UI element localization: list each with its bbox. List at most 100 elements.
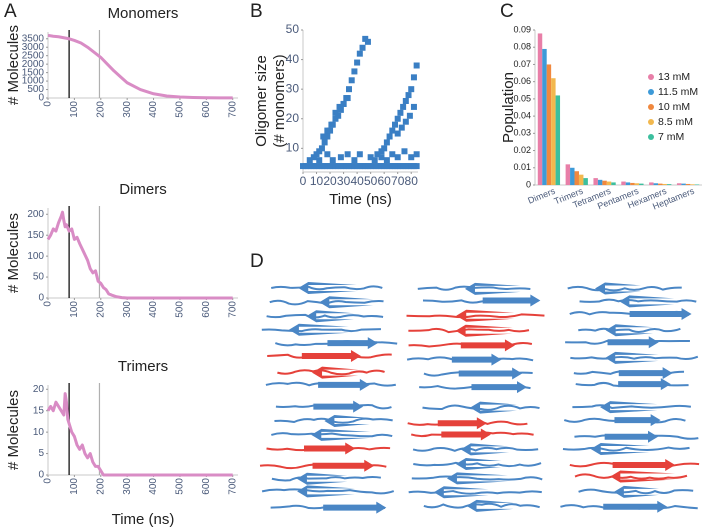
y-tick-label: 40 <box>286 52 300 66</box>
panel-label: A <box>4 1 17 22</box>
x-tick-label: 10 <box>310 174 324 188</box>
x-tick-label: 400 <box>148 478 159 495</box>
point <box>310 154 317 161</box>
beta-arrow <box>612 458 676 471</box>
legend-label: 10 mM <box>658 101 690 113</box>
y-tick-label: 0.04 <box>513 110 531 120</box>
beta-arrow <box>590 442 650 455</box>
y-tick-label: 20 <box>286 111 300 125</box>
beta-arrow <box>614 414 661 427</box>
bar <box>602 180 607 185</box>
bar <box>611 182 616 185</box>
strand <box>271 432 393 438</box>
bar <box>542 48 547 185</box>
x-tick-label: 500 <box>175 301 186 318</box>
bar <box>597 179 603 185</box>
beta-arrow <box>482 294 541 307</box>
strand <box>562 446 690 452</box>
beta-arrow <box>311 428 371 441</box>
bar <box>630 182 635 185</box>
point <box>346 86 352 93</box>
beta-arrow <box>604 430 659 443</box>
beta-arrow <box>306 310 354 323</box>
bar <box>565 164 571 185</box>
bar <box>606 181 612 185</box>
point <box>344 95 351 102</box>
beta-arrow <box>288 323 349 336</box>
point <box>348 77 355 84</box>
point <box>318 145 325 152</box>
y-tick-label: 10 <box>286 141 300 155</box>
data-line <box>46 210 233 300</box>
strand <box>574 473 688 480</box>
beta-arrow <box>607 336 659 349</box>
beta-arrow <box>318 378 370 391</box>
y-tick-label: 0 <box>38 293 44 304</box>
point <box>359 44 366 51</box>
point <box>320 133 327 140</box>
legend-marker <box>648 134 654 140</box>
bar <box>570 167 575 185</box>
strand <box>277 369 385 376</box>
strand <box>266 313 384 319</box>
y-axis-label: # Molecules <box>5 25 22 105</box>
bar <box>690 184 695 185</box>
x-axis-label: Time (ns) <box>329 191 392 208</box>
point <box>328 121 335 128</box>
beta-arrow <box>323 501 387 514</box>
x-tick-label: 100 <box>69 101 80 118</box>
strand <box>406 313 545 319</box>
point <box>324 151 331 158</box>
strand <box>572 404 692 409</box>
point <box>386 133 393 140</box>
beta-arrow <box>629 308 692 321</box>
y-tick-label: 0.03 <box>513 128 531 138</box>
legend-label: 7 mM <box>658 131 684 143</box>
bar <box>649 182 654 185</box>
point <box>354 59 361 66</box>
x-tick-label: 0 <box>300 174 307 188</box>
x-tick-label: 500 <box>175 478 186 495</box>
bar <box>676 183 682 185</box>
point <box>351 157 358 164</box>
x-tick-label: 100 <box>69 301 80 318</box>
point <box>337 154 344 161</box>
y-tick-label: 150 <box>27 230 44 241</box>
beta-arrow <box>471 381 527 394</box>
legend-marker <box>648 104 654 110</box>
y-tick-label: 50 <box>286 22 300 36</box>
bar <box>625 182 631 185</box>
point <box>413 62 420 69</box>
beta-arrow <box>460 443 510 456</box>
beta-arrow <box>298 281 357 294</box>
beta-arrow <box>324 414 370 427</box>
strand <box>271 475 382 482</box>
panel-label: C <box>500 1 514 22</box>
y-tick-label: 0.06 <box>513 76 531 86</box>
point <box>378 154 385 161</box>
point <box>394 115 401 122</box>
y-tick-label: 3500 <box>22 33 45 44</box>
point <box>364 38 371 45</box>
beta-arrow <box>618 378 671 391</box>
point <box>383 157 390 164</box>
beta-arrow <box>605 324 654 337</box>
y-tick-label: 15 <box>33 405 45 416</box>
beta-arrow <box>458 367 523 380</box>
y-tick-label: 0.01 <box>513 162 531 172</box>
beta-arrow <box>313 400 364 413</box>
y-tick-label: 3000 <box>22 42 45 53</box>
legend-marker <box>648 119 654 125</box>
bar <box>653 183 659 185</box>
beta-arrow <box>470 401 517 414</box>
point <box>324 133 331 140</box>
x-tick-label: 0 <box>43 301 54 307</box>
x-tick-label: 600 <box>201 301 212 318</box>
point <box>402 118 409 125</box>
x-tick-label: 0 <box>43 101 54 107</box>
point <box>381 145 388 152</box>
legend-marker <box>648 74 654 80</box>
beta-arrow <box>618 367 673 380</box>
y-tick-label: 0 <box>526 179 531 189</box>
point <box>340 100 347 107</box>
